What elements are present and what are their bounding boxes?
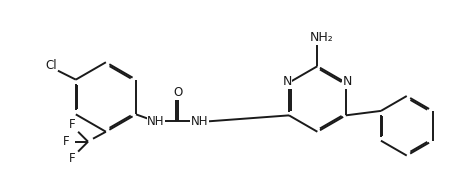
Text: N: N — [343, 75, 353, 88]
Text: NH: NH — [147, 115, 164, 128]
Text: N: N — [282, 75, 292, 88]
Text: NH: NH — [191, 115, 208, 128]
Text: F: F — [69, 152, 75, 165]
Text: NH₂: NH₂ — [310, 31, 333, 44]
Text: F: F — [63, 135, 69, 148]
Text: F: F — [69, 118, 75, 131]
Text: O: O — [173, 86, 182, 99]
Text: Cl: Cl — [45, 59, 57, 72]
